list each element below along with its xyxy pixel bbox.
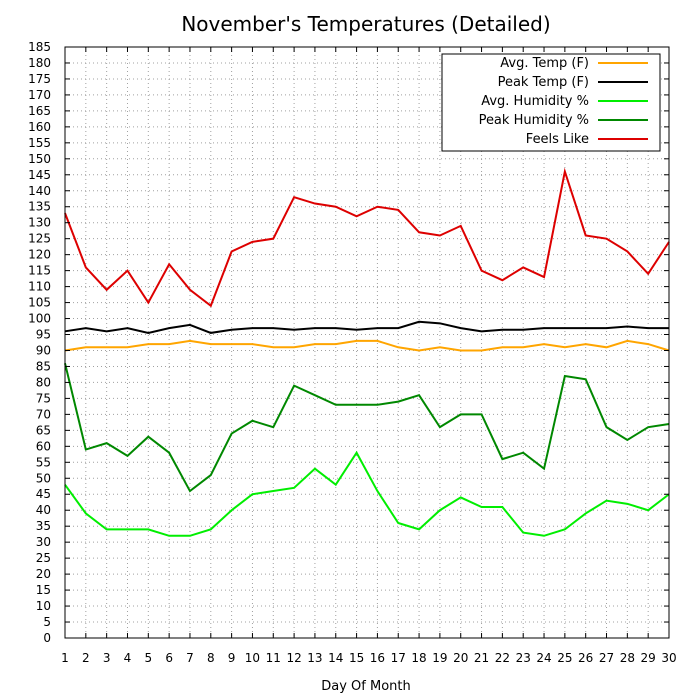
x-tick-label: 16 — [370, 651, 385, 665]
y-tick-label: 145 — [28, 168, 51, 182]
x-tick-label: 21 — [474, 651, 489, 665]
x-tick-label: 8 — [207, 651, 215, 665]
y-tick-label: 115 — [28, 264, 51, 278]
x-tick-label: 14 — [328, 651, 343, 665]
y-tick-label: 25 — [36, 551, 51, 565]
y-tick-label: 185 — [28, 40, 51, 54]
y-tick-label: 40 — [36, 503, 51, 517]
series-line-4 — [64, 363, 670, 493]
chart-title: November's Temperatures (Detailed) — [181, 12, 550, 36]
y-tick-label: 140 — [28, 184, 51, 198]
legend-box — [441, 53, 661, 152]
series-lines — [64, 167, 670, 537]
y-tick-label: 30 — [36, 535, 51, 549]
y-tick-label: 10 — [36, 599, 51, 613]
x-tick-label: 6 — [165, 651, 173, 665]
y-tick-label: 70 — [36, 407, 51, 421]
x-tick-label: 20 — [453, 651, 468, 665]
legend-label: Avg. Humidity % — [481, 94, 589, 109]
y-tick-label: 65 — [36, 423, 51, 437]
x-tick-label: 11 — [266, 651, 281, 665]
y-tick-label: 0 — [43, 631, 51, 645]
series-line-5 — [64, 167, 670, 308]
y-tick-label: 20 — [36, 567, 51, 581]
x-tick-label: 12 — [286, 651, 301, 665]
y-tick-label: 60 — [36, 439, 51, 453]
x-tick-label: 2 — [82, 651, 90, 665]
y-tick-label: 5 — [43, 615, 51, 629]
y-tick-label: 35 — [36, 519, 51, 533]
x-tick-label: 29 — [641, 651, 656, 665]
x-tick-label: 1 — [61, 651, 69, 665]
y-tick-label: 15 — [36, 583, 51, 597]
series-line-2 — [64, 320, 669, 334]
x-tick-label: 28 — [620, 651, 635, 665]
y-tick-label: 175 — [28, 72, 51, 86]
y-tick-label: 135 — [28, 200, 51, 214]
series-line-3 — [64, 450, 670, 537]
y-tick-label: 100 — [28, 312, 51, 326]
y-tick-label: 165 — [28, 104, 51, 118]
y-tick-label: 155 — [28, 136, 51, 150]
x-tick-label: 23 — [516, 651, 531, 665]
x-tick-label: 3 — [103, 651, 111, 665]
x-tick-label: 7 — [186, 651, 194, 665]
x-tick-label: 24 — [536, 651, 551, 665]
y-tick-label: 85 — [36, 359, 51, 373]
y-tick-label: 95 — [36, 328, 51, 342]
y-tick-label: 125 — [28, 232, 51, 246]
x-tick-label: 22 — [495, 651, 510, 665]
y-tick-label: 80 — [36, 375, 51, 389]
y-tick-label: 120 — [28, 248, 51, 262]
y-tick-label: 160 — [28, 120, 51, 134]
y-tick-label: 180 — [28, 56, 51, 70]
x-tick-label: 13 — [307, 651, 322, 665]
x-tick-label: 30 — [661, 651, 676, 665]
y-tick-label: 55 — [36, 455, 51, 469]
y-tick-label: 45 — [36, 487, 51, 501]
x-tick-label: 27 — [599, 651, 614, 665]
x-tick-label: 18 — [411, 651, 426, 665]
x-axis-title: Day Of Month — [321, 679, 411, 694]
y-tick-label: 110 — [28, 280, 51, 294]
y-tick-label: 50 — [36, 471, 51, 485]
x-tick-label: 19 — [432, 651, 447, 665]
legend-label: Feels Like — [526, 132, 589, 147]
axis-ticks: 0510152025303540455055606570758085909510… — [28, 40, 677, 665]
x-tick-label: 9 — [228, 651, 236, 665]
series-line-1 — [64, 339, 670, 352]
x-tick-label: 26 — [578, 651, 593, 665]
x-tick-label: 5 — [144, 651, 152, 665]
y-tick-label: 150 — [28, 152, 51, 166]
legend-label: Peak Humidity % — [479, 113, 589, 128]
x-tick-label: 17 — [391, 651, 406, 665]
legend: Avg. Temp (F) Peak Temp (F) Avg. Humidity … — [441, 53, 661, 152]
x-tick-label: 4 — [124, 651, 132, 665]
legend-label: Avg. Temp (F) — [500, 56, 589, 71]
x-tick-label: 15 — [349, 651, 364, 665]
y-tick-label: 130 — [28, 216, 51, 230]
y-tick-label: 170 — [28, 88, 51, 102]
y-tick-label: 105 — [28, 296, 51, 310]
legend-label: Peak Temp (F) — [498, 75, 589, 90]
y-tick-label: 90 — [36, 343, 51, 357]
x-tick-label: 10 — [245, 651, 260, 665]
grid — [65, 47, 669, 638]
plot-frame — [64, 46, 670, 639]
y-tick-label: 75 — [36, 391, 51, 405]
x-tick-label: 25 — [557, 651, 572, 665]
